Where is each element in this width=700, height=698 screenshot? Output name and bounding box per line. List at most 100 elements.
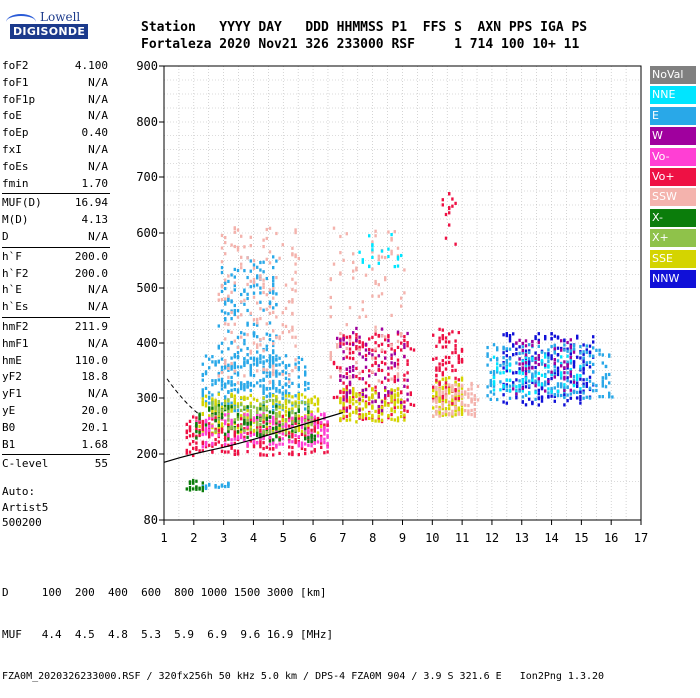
- param-value: N/A: [88, 283, 108, 297]
- data-point: [560, 355, 563, 359]
- data-point: [294, 365, 297, 370]
- data-point: [435, 390, 438, 394]
- data-point: [441, 345, 444, 349]
- legend-item: SSE: [650, 249, 696, 268]
- data-point: [560, 371, 563, 375]
- data-point: [496, 357, 499, 361]
- x-tick-label: 9: [399, 531, 406, 545]
- data-point: [195, 426, 198, 430]
- data-point: [227, 398, 230, 402]
- data-point: [268, 426, 272, 431]
- data-point: [278, 438, 281, 442]
- data-point: [220, 380, 224, 384]
- data-point: [547, 353, 550, 357]
- data-point: [272, 415, 275, 419]
- data-point: [272, 408, 275, 413]
- data-point: [272, 431, 275, 435]
- data-point: [502, 333, 505, 337]
- data-point: [361, 399, 364, 403]
- data-point: [345, 367, 348, 371]
- data-point: [249, 409, 252, 413]
- data-point: [563, 389, 566, 393]
- data-point: [345, 375, 348, 380]
- data-point: [297, 256, 300, 261]
- data-point: [307, 436, 310, 440]
- data-point: [240, 385, 243, 389]
- data-point: [188, 488, 192, 492]
- param-value: N/A: [88, 142, 108, 156]
- data-point: [320, 428, 323, 432]
- data-point: [380, 409, 384, 413]
- data-point: [380, 292, 384, 296]
- data-point: [294, 404, 297, 408]
- data-point: [515, 341, 518, 345]
- data-point: [326, 428, 329, 432]
- data-point: [249, 401, 252, 405]
- data-point: [243, 422, 246, 426]
- data-point: [524, 339, 528, 343]
- data-point: [540, 386, 544, 390]
- data-point: [275, 445, 278, 449]
- data-point: [259, 343, 262, 347]
- data-point: [220, 416, 224, 420]
- data-point: [486, 354, 489, 358]
- data-point: [336, 345, 339, 349]
- data-point: [390, 393, 393, 397]
- data-point: [342, 414, 345, 418]
- data-point: [451, 197, 454, 201]
- data-point: [476, 398, 480, 402]
- data-point: [387, 378, 390, 382]
- data-point: [268, 357, 272, 361]
- data-point: [265, 374, 268, 378]
- data-point: [345, 341, 348, 345]
- data-point: [288, 417, 291, 421]
- data-point: [550, 356, 553, 361]
- data-point: [454, 397, 457, 401]
- data-point: [243, 427, 246, 431]
- data-point: [240, 266, 243, 270]
- data-point: [556, 384, 560, 388]
- data-point: [544, 380, 547, 384]
- data-point: [556, 369, 560, 373]
- data-point: [396, 400, 400, 404]
- data-point: [505, 388, 508, 393]
- data-point: [297, 365, 300, 370]
- data-point: [368, 347, 371, 352]
- data-point: [230, 273, 233, 277]
- data-point: [236, 408, 240, 412]
- data-point: [505, 364, 508, 368]
- data-point: [272, 340, 275, 344]
- data-point: [304, 407, 307, 411]
- data-point: [396, 362, 400, 366]
- data-point: [556, 393, 560, 398]
- data-point: [403, 342, 406, 347]
- data-point: [585, 377, 588, 382]
- data-point: [508, 347, 512, 351]
- data-point: [246, 405, 249, 409]
- data-point: [576, 334, 579, 338]
- data-point: [240, 386, 243, 391]
- data-point: [294, 438, 297, 442]
- data-point: [473, 414, 476, 418]
- data-point: [374, 372, 377, 376]
- data-point: [236, 373, 240, 377]
- data-point: [281, 414, 284, 419]
- data-point: [348, 404, 352, 408]
- data-point: [227, 347, 230, 351]
- data-point: [387, 366, 390, 370]
- data-point: [307, 413, 310, 417]
- data-point: [227, 423, 230, 427]
- data-point: [467, 403, 470, 408]
- param-value: 1.68: [81, 437, 109, 451]
- param-row: yF1 N/A: [2, 386, 110, 403]
- data-point: [380, 334, 384, 338]
- data-point: [201, 372, 204, 377]
- data-point: [352, 374, 355, 378]
- data-point: [473, 407, 476, 412]
- data-point: [505, 385, 508, 389]
- data-point: [454, 401, 457, 405]
- data-point: [537, 340, 540, 345]
- data-point: [444, 367, 448, 371]
- data-point: [262, 418, 265, 422]
- data-point: [403, 291, 406, 295]
